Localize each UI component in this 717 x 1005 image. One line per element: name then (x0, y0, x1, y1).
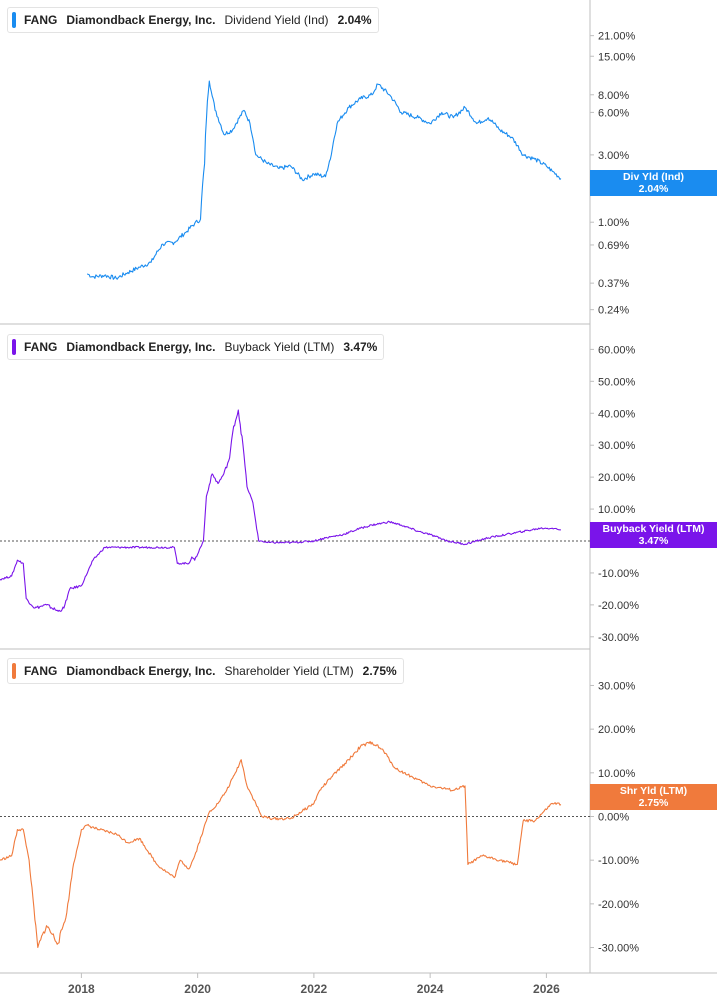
legend-metric: Dividend Yield (Ind) (224, 13, 329, 27)
badge-label: Shr Yld (LTM) (619, 785, 688, 797)
y-tick-label: 20.00% (598, 724, 636, 736)
legend-swatch-buyback (12, 339, 16, 355)
y-tick-label: 6.00% (598, 107, 629, 119)
legend-company: Diamondback Energy, Inc. (66, 340, 216, 354)
badge-value: 2.04% (638, 183, 669, 195)
legend-swatch-dividend (12, 12, 16, 28)
y-tick-label: -20.00% (598, 600, 639, 612)
legend-ticker: FANG (24, 340, 58, 354)
y-tick-label: -20.00% (598, 899, 639, 911)
y-tick-label: -10.00% (598, 855, 639, 867)
legend-swatch-shareholder (12, 663, 16, 679)
legend-value: 3.47% (343, 340, 378, 354)
y-tick-label: 3.00% (598, 150, 629, 162)
x-tick-label: 2026 (533, 982, 560, 996)
series-line-buyback (0, 409, 561, 612)
y-tick-label: 21.00% (598, 31, 636, 43)
legend-value: 2.75% (362, 664, 397, 678)
legend-value: 2.04% (337, 13, 372, 27)
badge-dividend: Div Yld (Ind) 2.04% (590, 170, 717, 196)
badge-buyback: Buyback Yield (LTM) 3.47% (590, 522, 717, 548)
legend-dividend: FANG Diamondback Energy, Inc. Dividend Y… (7, 7, 379, 33)
y-tick-label: 8.00% (598, 90, 629, 102)
badge-value: 3.47% (638, 535, 669, 547)
y-tick-label: -30.00% (598, 943, 639, 955)
y-tick-label: -10.00% (598, 568, 639, 580)
y-tick-label: 15.00% (598, 51, 636, 63)
y-tick-label: 1.00% (598, 217, 629, 229)
y-tick-label: 0.69% (598, 240, 629, 252)
badge-label: Buyback Yield (LTM) (602, 523, 705, 535)
y-tick-label: -30.00% (598, 632, 639, 644)
x-tick-label: 2020 (184, 982, 211, 996)
badge-value: 2.75% (638, 797, 669, 809)
badge-label: Div Yld (Ind) (622, 171, 685, 183)
y-tick-label: 40.00% (598, 408, 636, 420)
x-tick-label: 2018 (68, 982, 95, 996)
y-tick-label: 20.00% (598, 472, 636, 484)
y-tick-label: 50.00% (598, 376, 636, 388)
y-tick-label: 0.24% (598, 305, 629, 317)
y-tick-label: 60.00% (598, 344, 636, 356)
y-tick-label: 0.00% (598, 812, 629, 824)
y-tick-label: 30.00% (598, 440, 636, 452)
badge-shareholder: Shr Yld (LTM) 2.75% (590, 784, 717, 810)
legend-ticker: FANG (24, 664, 58, 678)
legend-company: Diamondback Energy, Inc. (66, 664, 216, 678)
series-line-dividend (86, 80, 562, 280)
legend-buyback: FANG Diamondback Energy, Inc. Buyback Yi… (7, 334, 385, 360)
x-tick-label: 2022 (301, 982, 328, 996)
y-tick-label: 10.00% (598, 504, 636, 516)
legend-company: Diamondback Energy, Inc. (66, 13, 216, 27)
series-line-shareholder (0, 740, 562, 949)
y-tick-label: 30.00% (598, 680, 636, 692)
legend-shareholder: FANG Diamondback Energy, Inc. Shareholde… (7, 658, 404, 684)
y-tick-label: 10.00% (598, 768, 636, 780)
y-tick-label: 0.37% (598, 278, 629, 290)
legend-ticker: FANG (24, 13, 58, 27)
legend-metric: Shareholder Yield (LTM) (224, 664, 354, 678)
legend-metric: Buyback Yield (LTM) (224, 340, 335, 354)
x-tick-label: 2024 (417, 982, 444, 996)
